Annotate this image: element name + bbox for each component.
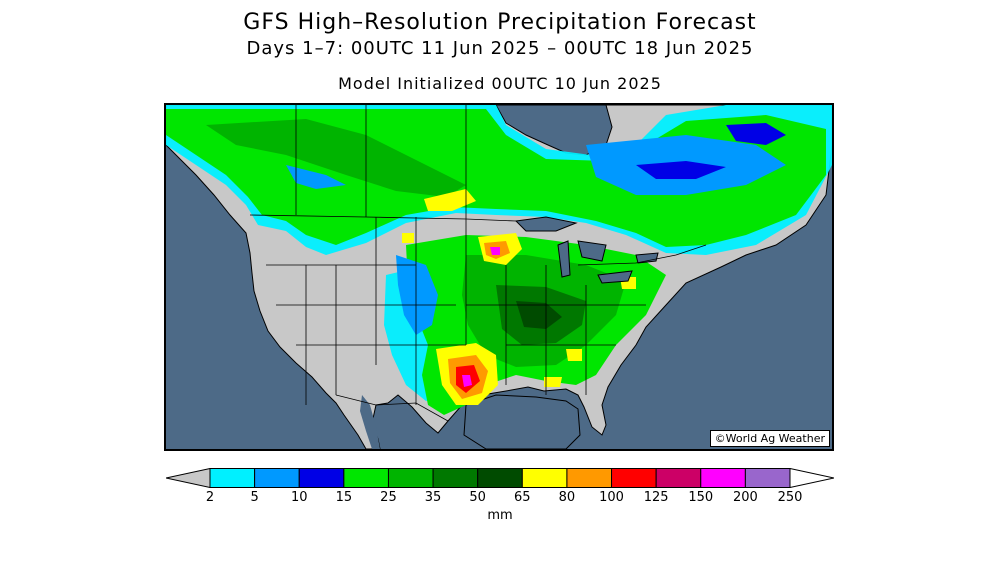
legend-below-arrow bbox=[166, 468, 211, 488]
legend-tick-label: 80 bbox=[558, 490, 576, 505]
legend-tick-label: 100 bbox=[599, 490, 624, 505]
legend-tick-label: 10 bbox=[290, 490, 308, 505]
color-legend-bar bbox=[166, 468, 834, 488]
legend-tick-label: 125 bbox=[643, 490, 669, 505]
legend-bin-50-65 bbox=[477, 468, 523, 488]
precip-field-blue bbox=[286, 123, 786, 335]
legend-tick-label: 200 bbox=[732, 490, 758, 505]
map-canvas bbox=[166, 105, 832, 449]
political-boundaries bbox=[249, 105, 707, 422]
legend-tick-label: 150 bbox=[688, 490, 714, 505]
legend-tick-label: 35 bbox=[424, 490, 442, 505]
legend-tick-label: 50 bbox=[469, 490, 486, 505]
legend-bin-65-80 bbox=[521, 468, 568, 488]
precipitation-map: ©World Ag Weather bbox=[164, 103, 834, 451]
precip-field-heavy bbox=[206, 119, 626, 367]
legend-above-arrow bbox=[789, 468, 834, 488]
legend-bin-125-150 bbox=[655, 468, 702, 488]
great-lakes bbox=[514, 216, 659, 284]
legend-bin-35-50 bbox=[432, 468, 479, 488]
gulf-of-mexico bbox=[463, 394, 581, 449]
map-title: GFS High–Resolution Precipitation Foreca… bbox=[243, 10, 757, 35]
copyright-credit: ©World Ag Weather bbox=[709, 430, 830, 447]
gulf-of-california bbox=[360, 395, 380, 449]
legend-tick-label: 15 bbox=[335, 490, 353, 505]
legend-bin-80-100 bbox=[566, 468, 613, 488]
legend-tick-label: 2 bbox=[205, 490, 215, 505]
legend-unit: mm bbox=[487, 508, 513, 523]
legend-bin-100-125 bbox=[611, 468, 657, 488]
model-init-time: Model Initialized 00UTC 10 Jun 2025 bbox=[338, 74, 662, 93]
forecast-period: Days 1–7: 00UTC 11 Jun 2025 – 00UTC 18 J… bbox=[246, 38, 754, 59]
precip-field-extreme bbox=[402, 189, 636, 405]
legend-bin-200-250 bbox=[744, 468, 791, 488]
legend-bin-10-15 bbox=[298, 468, 345, 488]
legend-bin-2-5 bbox=[209, 468, 256, 488]
legend-tick-label: 65 bbox=[514, 490, 531, 505]
legend-tick-label: 250 bbox=[777, 490, 803, 505]
legend-tick-label: 25 bbox=[380, 490, 397, 505]
legend-bin-150-200 bbox=[700, 468, 746, 488]
legend-bin-25-35 bbox=[387, 468, 434, 488]
legend-tick-label: 5 bbox=[250, 490, 259, 505]
legend-bin-15-25 bbox=[343, 468, 389, 488]
legend-bin-5-10 bbox=[254, 468, 300, 488]
